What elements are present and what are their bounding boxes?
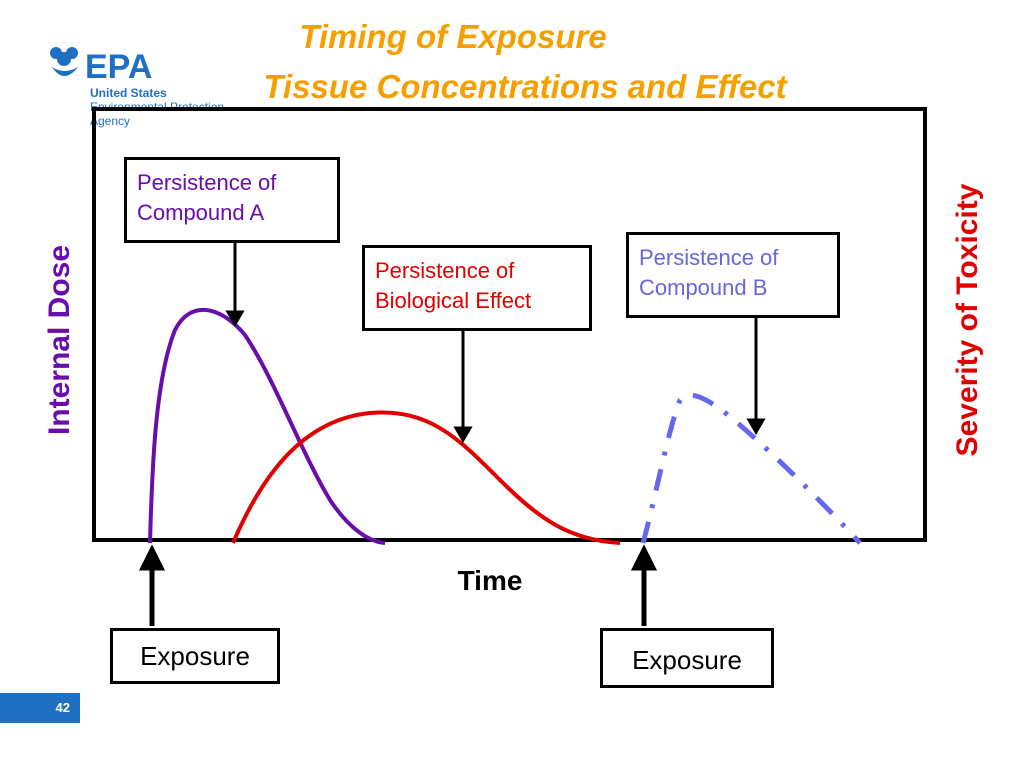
- arrow-compound-a-head: [225, 310, 245, 327]
- y-axis-label-left: Internal Dose: [43, 244, 76, 436]
- exposure-box-1: Exposure: [110, 628, 280, 684]
- callout-biological-effect: Persistence of Biological Effect: [362, 245, 592, 331]
- exposure-box-2: Exposure: [600, 628, 774, 688]
- compound-a-curve: [148, 307, 386, 545]
- callout-compound-a: Persistence of Compound A: [124, 157, 340, 243]
- compound-b-curve: [640, 392, 862, 545]
- plot-frame: [92, 107, 927, 542]
- exposure-arrow-2-head: [630, 544, 658, 571]
- arrow-effect-head: [453, 426, 473, 443]
- epa-logo: EPA United States Environmental Protecti…: [50, 45, 250, 135]
- logo-mark-text: EPA: [85, 48, 152, 86]
- arrow-compound-b-head: [746, 418, 766, 435]
- y-axis-label-right: Severity of Toxicity: [951, 183, 984, 457]
- x-axis-label: Time: [457, 565, 523, 596]
- logo-line-3: Agency: [90, 114, 130, 128]
- title-line-1: Timing of Exposure: [299, 18, 607, 55]
- callout-compound-b: Persistence of Compound B: [626, 232, 840, 318]
- exposure-arrows: [138, 544, 658, 626]
- exposure-arrow-1-head: [138, 544, 166, 571]
- title-line-2: Tissue Concentrations and Effect: [263, 68, 787, 105]
- epa-logo-icon: EPA United States Environmental Protecti…: [50, 47, 224, 128]
- logo-line-1: United States: [90, 86, 167, 100]
- biological-effect-curve: [231, 410, 621, 545]
- callout-arrows: [225, 243, 766, 443]
- page-number-badge: 42: [0, 693, 80, 723]
